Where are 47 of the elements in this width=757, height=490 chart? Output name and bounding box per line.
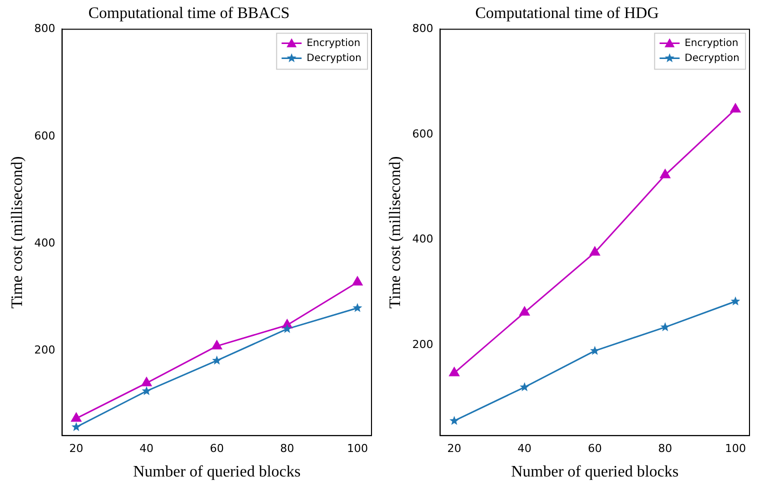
- y-tick-label: 600: [412, 127, 434, 140]
- point: [520, 382, 530, 392]
- point: [450, 416, 460, 425]
- chart-title: Computational time of HDG: [475, 4, 660, 22]
- x-tick-label: 80: [658, 442, 672, 456]
- x-tick-label: 20: [69, 442, 84, 456]
- point: [71, 412, 82, 422]
- point: [519, 306, 530, 316]
- y-tick-label: 800: [412, 22, 434, 36]
- y-tick-label: 600: [34, 129, 56, 142]
- x-tick-label: 20: [447, 442, 462, 456]
- point: [730, 103, 741, 112]
- x-axis-title: Number of queried blocks: [133, 464, 301, 481]
- y-axis-title: Time cost (millisecond): [8, 156, 26, 309]
- point: [590, 246, 600, 256]
- legend-label: Encryption: [306, 38, 360, 49]
- point: [142, 386, 152, 396]
- x-tick-label: 100: [724, 442, 746, 456]
- x-tick-label: 40: [140, 442, 154, 456]
- point: [282, 324, 292, 333]
- x-tick-label: 60: [588, 442, 602, 456]
- x-tick-label: 60: [210, 442, 224, 456]
- point: [660, 322, 670, 332]
- point: [352, 276, 363, 286]
- y-tick-label: 400: [412, 232, 434, 246]
- y-tick-label: 800: [34, 22, 56, 36]
- x-axis-title: Number of queried blocks: [511, 464, 679, 481]
- y-tick-label: 200: [34, 344, 56, 357]
- legend-label: Decryption: [306, 52, 362, 64]
- y-axis-title: Time cost (millisecond): [386, 156, 404, 309]
- legend-label: Encryption: [684, 38, 738, 49]
- x-tick-label: 40: [518, 442, 532, 456]
- legend-label: Decryption: [684, 52, 740, 64]
- y-tick-label: 400: [34, 236, 56, 250]
- point: [449, 367, 460, 376]
- point: [730, 296, 740, 306]
- point: [590, 346, 600, 355]
- chart-title: Computational time of BBACS: [88, 4, 290, 22]
- point: [352, 302, 362, 312]
- point: [72, 422, 82, 432]
- point: [141, 377, 152, 386]
- x-tick-label: 80: [280, 442, 294, 456]
- point: [212, 340, 222, 350]
- y-tick-label: 200: [412, 338, 434, 351]
- point: [212, 356, 222, 365]
- x-tick-label: 100: [346, 442, 368, 456]
- point: [660, 169, 670, 178]
